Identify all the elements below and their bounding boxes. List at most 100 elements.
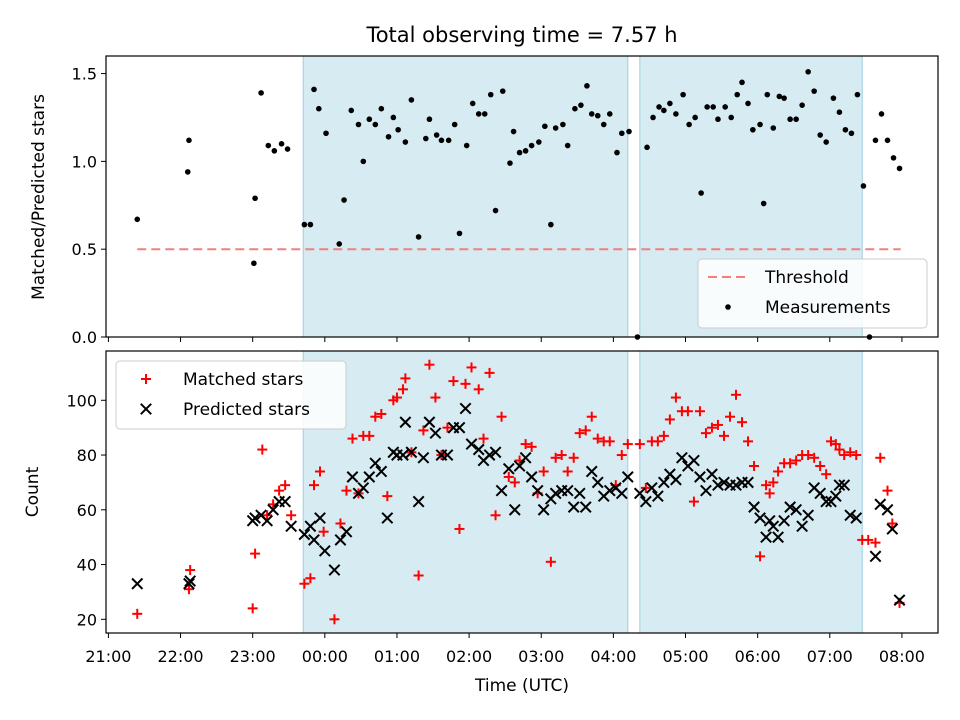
matched-star-point [364,430,375,441]
measurement-point [385,133,392,140]
matched-star-point [761,480,772,491]
y-tick-label: 1.5 [72,65,97,84]
matched-star-point [580,425,591,436]
predicted-star-point [412,495,425,508]
predicted-star-point [573,487,586,500]
matched-star-point [430,392,441,403]
measurement-point [402,139,409,145]
x-tick-label: 05:00 [662,647,708,666]
predicted-star-point [340,525,353,538]
matched-star-point [749,460,760,471]
matched-star-point [845,447,856,458]
predicted-star-point [639,495,652,508]
measurement-point [258,90,264,96]
measurement-point [438,137,445,144]
measurement-point [823,139,829,145]
predicted-star-point [369,457,382,470]
predicted-star-point [754,512,766,524]
matched-star-point [132,608,143,619]
count-panel-frame [105,350,939,634]
measurement-point [722,104,728,110]
predicted-star-point [869,550,882,563]
measurement-point [656,104,662,110]
measurement-point [311,86,317,93]
predicted-star-point [886,523,899,535]
predicted-star-point [318,544,331,557]
measurement-point [415,234,422,240]
measurement-point [739,79,745,86]
measurement-point [463,142,470,149]
matched-star-point [309,480,319,491]
measurement-point [817,132,823,138]
count-legend-box [115,360,347,430]
predicted-star-point [308,534,320,546]
predicted-star-point [820,495,833,508]
matched-star-point [274,485,285,496]
measurement-point [588,111,595,117]
matched-star-point [718,430,729,441]
x-tick-label: 04:00 [590,647,636,666]
measurement-point [770,125,777,131]
matched-star-point [887,518,898,529]
matched-star-point [688,496,699,507]
measurement-point [805,69,811,75]
matched-star-point [658,430,669,441]
predicted-star-point [261,514,274,527]
measurement-point [734,91,741,98]
predicted-star-point [279,495,292,508]
predicted-star-point [730,479,742,492]
predicted-star-point [561,484,574,497]
measurement-point [516,149,523,156]
predicted-star-point [585,465,598,478]
measurement-point [456,230,463,237]
matched-star-point [397,384,408,395]
predicted-star-point [760,531,772,544]
predicted-star-point [748,501,760,513]
predicted-star-point [591,476,604,489]
measurement-point [469,100,476,107]
predicted-star-point [459,402,472,415]
predicted-star-point [483,449,496,461]
matched-star-point [503,471,514,482]
predicted-star-point [645,481,658,494]
matched-star-point [424,359,435,370]
predicted-star-point [633,487,646,500]
y-tick-label: 0.0 [72,328,97,347]
legend-predicted-marker [140,403,152,415]
predicted-star-point [881,503,894,516]
legend-matched-swatch [141,374,151,384]
matched-star-point [382,491,393,502]
matched-star-point [262,510,273,521]
predicted-star-point [790,503,803,516]
matched-star-point [370,411,381,422]
measurement-point [360,158,367,165]
predicted-star-point [417,451,430,464]
matched-star-point [520,439,531,450]
predicted-star-point [453,421,466,434]
matched-star-point [809,452,820,463]
predicted-star-point [375,465,388,478]
matched-star-point [773,466,784,477]
predicted-star-point [772,531,784,544]
measurement-point [451,121,458,128]
matched-star-point [509,477,520,488]
measurement-point [890,155,897,161]
measurement-point [564,142,571,149]
measurement-point [710,104,716,110]
predicted-star-point [184,575,197,587]
measurement-point [572,105,578,112]
matched-star-point [247,603,258,614]
measurement-point [600,121,607,128]
measurement-point [686,121,692,128]
measurement-point [278,141,285,147]
measurement-point [355,121,362,128]
matched-star-point [496,411,507,422]
measurement-point [184,169,191,175]
measurement-point [481,111,488,117]
matched-star-point [286,510,297,521]
predicted-star-point [579,501,592,513]
measurement-point [860,183,867,189]
predicted-star-point [525,471,538,483]
predicted-star-point [567,501,580,513]
measurement-point [584,83,590,89]
